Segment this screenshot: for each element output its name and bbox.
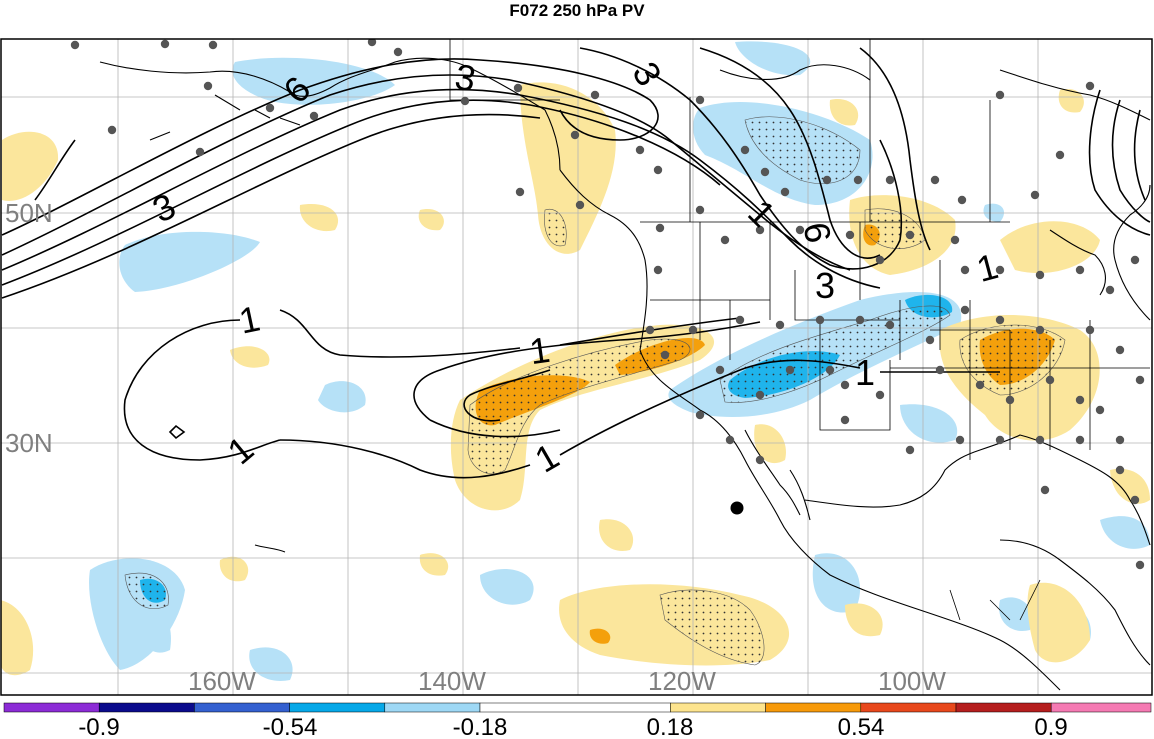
contour-label: 1 (527, 329, 553, 372)
longitude-label: 140W (418, 666, 486, 696)
longitude-label: 120W (648, 666, 716, 696)
colorbar: -0.9 -0.54 -0.18 0.18 0.54 0.9 (3, 702, 1152, 739)
contour-label: 3 (146, 185, 181, 231)
colorbar-segment (1050, 702, 1152, 713)
colorbar-segment (289, 702, 386, 713)
contour-label: 6 (796, 219, 840, 246)
state-borders (449, 39, 1150, 621)
station-markers (70, 39, 1145, 570)
pv-contours (1, 47, 1151, 479)
contour-label: 3 (624, 55, 670, 93)
colorbar-segment (479, 702, 671, 713)
contour-label: 1 (855, 352, 875, 393)
colorbar-tick-label: 0.54 (838, 714, 885, 739)
longitude-label: 160W (188, 666, 256, 696)
contour-label: 3 (815, 265, 835, 306)
colorbar-tick-label: 0.9 (1034, 714, 1067, 739)
colorbar-segment (670, 702, 766, 713)
map-frame (0, 38, 1153, 696)
colorbar-tick-label: 0.18 (647, 714, 694, 739)
latitude-label: 50N (5, 198, 53, 228)
colorbar-segment (765, 702, 862, 713)
colorbar-segment (955, 702, 1052, 713)
contour-label: 1 (235, 297, 263, 341)
latitude-label: 30N (5, 428, 53, 458)
colorbar-segment (194, 702, 290, 713)
colorbar-segment (860, 702, 957, 713)
colorbar-tick-label: -0.18 (453, 714, 508, 739)
contour-label: 1 (220, 428, 262, 472)
colorbar-segment (384, 702, 481, 713)
negative-anomaly-shading (89, 41, 1150, 681)
current-position-marker (730, 501, 744, 515)
map-title: F072 250 hPa PV (509, 1, 645, 20)
contour-label: 1 (528, 435, 566, 481)
longitude-label: 100W (878, 666, 946, 696)
colorbar-tick-label: -0.9 (78, 714, 119, 739)
colorbar-segment (3, 702, 100, 713)
colorbar-tick-label: -0.54 (263, 714, 318, 739)
colorbar-segment (98, 702, 195, 713)
